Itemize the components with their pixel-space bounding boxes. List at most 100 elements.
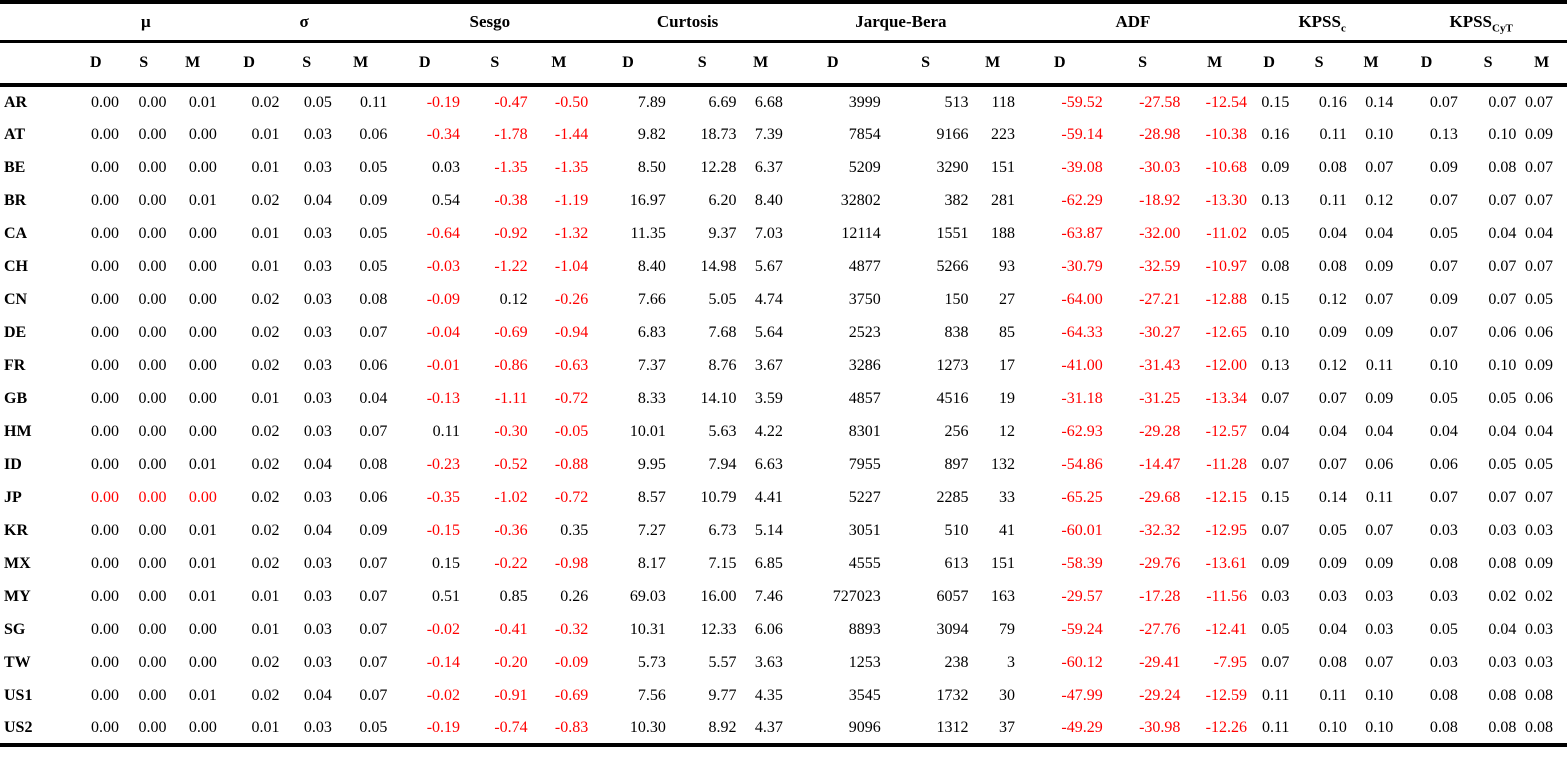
cell: 4877 [848,257,881,275]
cell: 6.20 [708,191,737,209]
cell: 0.09 [1318,323,1347,341]
cell: -0.01 [426,356,461,374]
cell: 0.03 [303,422,332,440]
cell: 0.00 [138,686,167,704]
cell: 1551 [936,224,969,242]
cell: 7.03 [754,224,783,242]
cell: -30.03 [1139,158,1181,176]
cell: 0.08 [1429,554,1458,572]
cell: 10.79 [700,488,737,506]
row-label: GB [4,389,28,407]
group-header-row: μ σ Sesgo Curtosis Jarque-Bera ADF KPSSc KPSSCy… [0,2,1567,42]
cell: -1.19 [554,191,589,209]
subcolumn-header: S [302,54,312,71]
cell: 0.02 [251,191,280,209]
cell: 0.13 [1429,125,1458,143]
cell: 0.05 [1429,620,1458,638]
cell: 188 [990,224,1015,242]
cell: 0.04 [1261,422,1290,440]
cell: 0.00 [91,521,120,539]
cell: 3290 [936,158,969,176]
cell: 0.51 [432,587,461,605]
cell: 1273 [936,356,969,374]
cell: 0.06 [1525,389,1553,407]
cell: 0.02 [251,290,280,308]
cell: -0.09 [426,290,461,308]
cell: 5266 [936,257,969,275]
cell: -29.76 [1139,554,1181,572]
cell: 7.66 [637,290,666,308]
cell: 0.00 [188,620,217,638]
cell: -62.93 [1061,422,1103,440]
cell: 0.07 [1365,521,1394,539]
row-label: BE [4,158,26,176]
cell: 1312 [936,718,969,736]
row-label: BR [4,191,27,209]
cell: 0.07 [359,686,388,704]
cell: 12 [998,422,1015,440]
cell: 0.15 [1261,93,1290,111]
cell: 0.09 [1261,158,1290,176]
subcolumn-header: M [1363,54,1379,71]
cell: 0.00 [188,290,217,308]
cell: 0.03 [1429,521,1458,539]
column-group-header: Jarque-Bera [785,2,1017,42]
cell: 0.09 [1525,356,1553,374]
cell: 0.16 [1261,125,1290,143]
cell: 3 [1006,653,1015,671]
cell: 7.56 [637,686,666,704]
cell: 838 [944,323,969,341]
cell: 0.04 [1525,224,1553,242]
cell: 0.03 [1525,653,1553,671]
cell: 613 [944,554,969,572]
cell: 0.03 [303,323,332,341]
cell: 0.02 [251,455,280,473]
cell: 8.33 [637,389,666,407]
cell: 0.13 [1261,191,1290,209]
column-group-header: μ [73,2,219,42]
table-row: SG 0.00 0.00 0.00 0.01 0.03 0.07 -0.02 -0.41 -0.3… [0,613,1567,646]
cell: 0.05 [1525,455,1553,473]
cell: 0.00 [138,389,167,407]
cell: 0.00 [138,323,167,341]
cell: 0.07 [1488,191,1517,209]
cell: 0.05 [1429,389,1458,407]
cell: -12.65 [1205,323,1247,341]
cell: 238 [944,653,969,671]
cell: 0.01 [251,224,280,242]
cell: -12.00 [1205,356,1247,374]
cell: 0.00 [138,93,167,111]
subcolumn-header: M [551,54,567,71]
cell: 0.11 [1365,356,1394,374]
row-label: HM [4,422,32,440]
cell: 0.02 [251,554,280,572]
cell: 0.07 [1429,257,1458,275]
subcolumn-header: D [1054,54,1066,71]
cell: -0.20 [494,653,528,671]
cell: -30.79 [1061,257,1103,275]
cell: 0.02 [251,686,280,704]
cell: -0.72 [554,389,589,407]
row-label: MY [4,587,31,605]
cell: 0.01 [251,620,280,638]
cell: 0.06 [1488,323,1517,341]
cell: 0.06 [359,488,388,506]
subcolumn-header: M [1207,54,1223,71]
cell: 256 [944,422,969,440]
table-row: CH 0.00 0.00 0.00 0.01 0.03 0.05 -0.03 -1.22 -1.0… [0,250,1567,283]
cell: 0.01 [251,389,280,407]
cell: -0.98 [554,554,589,572]
cell: 0.00 [91,191,120,209]
cell: 0.04 [303,191,332,209]
cell: -14.47 [1139,455,1181,473]
row-label: CH [4,257,28,275]
cell: 8301 [848,422,881,440]
subcolumn-header: M [753,54,769,71]
cell: -12.26 [1205,718,1247,736]
cell: -29.41 [1139,653,1181,671]
cell: -11.56 [1206,587,1247,605]
cell: -1.78 [494,125,528,143]
table-row: BR 0.00 0.00 0.01 0.02 0.04 0.09 0.54 -0.38 -1.19… [0,184,1567,217]
cell: 2523 [848,323,881,341]
